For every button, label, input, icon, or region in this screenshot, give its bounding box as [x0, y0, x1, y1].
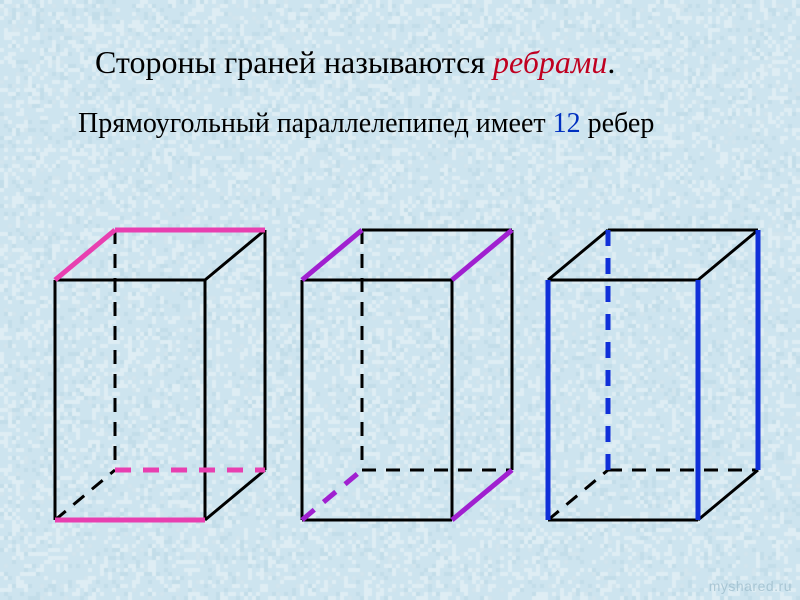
watermark: myshared.ru — [709, 578, 792, 594]
prism-diagrams — [0, 210, 800, 555]
title-part: ребрами — [493, 44, 607, 80]
page-title: Стороны граней называются ребрами. — [95, 44, 615, 81]
subtitle-part: Прямоугольный параллелепипед имеет — [78, 108, 553, 139]
title-part: Стороны граней называются — [95, 44, 493, 80]
page-subtitle: Прямоугольный параллелепипед имеет 12 ре… — [78, 108, 654, 140]
subtitle-part: ребер — [581, 108, 655, 139]
prism-1 — [55, 230, 265, 520]
prism-2 — [302, 230, 512, 520]
diagrams-svg — [0, 210, 800, 550]
title-part: . — [607, 44, 615, 80]
prism-3 — [548, 230, 758, 520]
subtitle-part: 12 — [553, 108, 581, 139]
